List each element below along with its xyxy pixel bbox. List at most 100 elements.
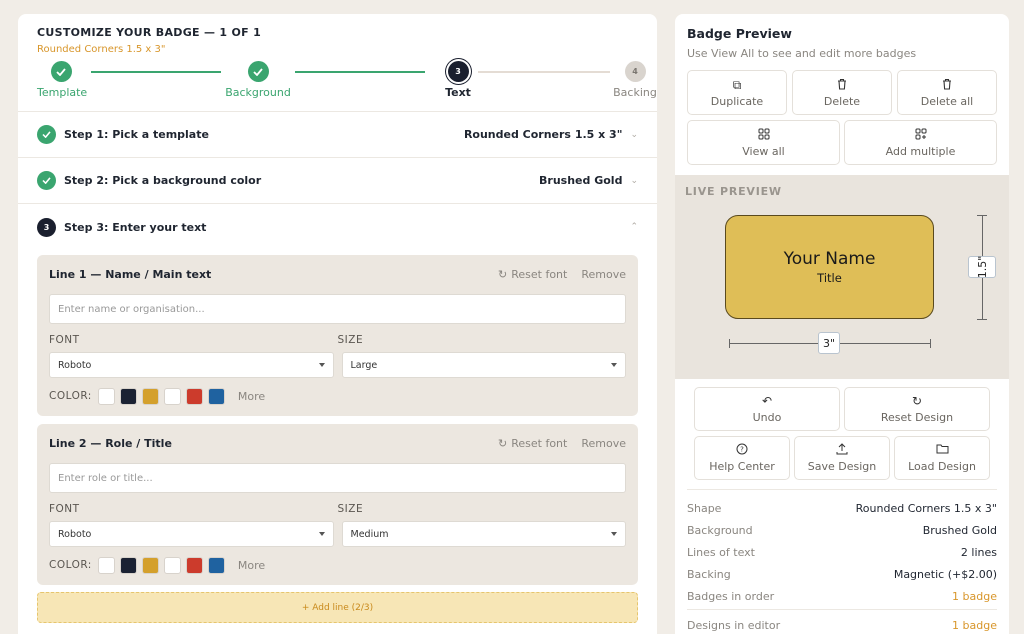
stepper-connector xyxy=(91,71,221,73)
badge-preview[interactable]: Your Name Title xyxy=(725,215,934,319)
dimension-tick xyxy=(977,215,987,216)
font-select[interactable]: Roboto xyxy=(49,352,334,378)
customize-panel: CUSTOMIZE YOUR BADGE — 1 OF 1 Rounded Co… xyxy=(18,14,657,634)
dropdown-caret-icon xyxy=(318,532,325,536)
color-swatch[interactable] xyxy=(119,556,137,574)
order-summary: Shape Rounded Corners 1.5 x 3" Background… xyxy=(675,489,1009,634)
font-select[interactable]: Roboto xyxy=(49,521,334,547)
add-multiple-button[interactable]: Add multiple xyxy=(844,120,997,165)
step-1-label: Step 1: Pick a template xyxy=(64,128,209,141)
stepper-step-template[interactable]: Template xyxy=(37,61,87,99)
more-colors-link[interactable]: More xyxy=(237,389,266,403)
remove-line-button[interactable]: Remove xyxy=(581,436,626,450)
summary-divider xyxy=(687,489,997,490)
dimension-tick xyxy=(977,319,987,320)
stepper-step-text[interactable]: 3 Text xyxy=(441,61,475,99)
font-label: FONT xyxy=(49,503,80,515)
text-line-card-1: Line 1 — Name / Main text ↻ Reset font Re… xyxy=(37,255,638,416)
line-1-text-input[interactable]: Enter name or organisation... xyxy=(49,294,626,324)
folder-icon xyxy=(936,443,949,457)
summary-row: Background Brushed Gold xyxy=(675,519,1009,541)
badge-preview-panel: Badge Preview Use View All to see and ed… xyxy=(675,14,1009,634)
page-title: CUSTOMIZE YOUR BADGE — 1 OF 1 xyxy=(37,26,262,39)
live-preview-area: LIVE PREVIEW Your Name Title 1.5" 3" xyxy=(675,175,1009,379)
template-subtitle: Rounded Corners 1.5 x 3" xyxy=(37,44,166,55)
customize-header: CUSTOMIZE YOUR BADGE — 1 OF 1 Rounded Co… xyxy=(18,14,657,112)
reset-font-button[interactable]: ↻ Reset font xyxy=(498,268,567,281)
height-dimension-label: 1.5" xyxy=(968,256,996,278)
help-center-button[interactable]: ? Help Center xyxy=(694,436,790,480)
summary-key: Shape xyxy=(687,501,722,515)
line-2-text-input[interactable]: Enter role or title... xyxy=(49,463,626,493)
stepper-number: 4 xyxy=(624,61,646,82)
load-design-button[interactable]: Load Design xyxy=(894,436,990,480)
delete-all-label: Delete all xyxy=(920,94,974,108)
color-swatch[interactable] xyxy=(163,556,181,574)
save-design-button[interactable]: Save Design xyxy=(794,436,890,480)
delete-all-button[interactable]: Delete all xyxy=(897,70,997,115)
step-3-label: Step 3: Enter your text xyxy=(64,220,207,234)
trash-icon xyxy=(942,78,952,92)
step-2-label: Step 2: Pick a background color xyxy=(64,174,262,187)
reset-font-label: Reset font xyxy=(511,436,568,450)
dimension-tick xyxy=(930,339,931,348)
step-2-value: Brushed Gold xyxy=(539,174,623,187)
color-swatch[interactable] xyxy=(163,387,181,405)
summary-row: Lines of text 2 lines xyxy=(675,541,1009,563)
size-select[interactable]: Medium xyxy=(341,521,626,547)
font-label: FONT xyxy=(49,334,80,346)
summary-value: 2 lines xyxy=(960,545,997,559)
dimension-tick xyxy=(729,339,730,348)
undo-button[interactable]: ↶ Undo xyxy=(694,387,840,431)
delete-button[interactable]: Delete xyxy=(792,70,892,115)
color-swatch[interactable] xyxy=(97,556,115,574)
color-swatch[interactable] xyxy=(141,556,159,574)
summary-row: Designs in editor 1 badge xyxy=(675,614,1009,634)
color-swatch[interactable] xyxy=(207,556,225,574)
summary-value: Brushed Gold xyxy=(922,523,997,537)
summary-value: Magnetic (+$2.00) xyxy=(893,567,997,581)
summary-divider xyxy=(687,609,997,610)
stepper-label: Text xyxy=(445,86,471,99)
accordion-step-1[interactable]: Step 1: Pick a template Rounded Corners … xyxy=(18,112,657,158)
undo-label: Undo xyxy=(752,411,782,424)
check-icon xyxy=(247,61,269,82)
summary-value: 1 badge xyxy=(952,589,997,603)
refresh-icon: ↻ xyxy=(498,267,508,281)
dropdown-caret-icon xyxy=(318,363,325,367)
stepper-label: Background xyxy=(225,86,291,99)
add-line-button[interactable]: + Add line (2/3) xyxy=(37,592,638,623)
refresh-icon: ↻ xyxy=(498,436,508,450)
summary-row: Badges in order 1 badge xyxy=(675,585,1009,607)
copy-icon: ⧉ xyxy=(732,77,742,92)
color-swatch[interactable] xyxy=(185,387,203,405)
reset-design-button[interactable]: ↻ Reset Design xyxy=(844,387,990,431)
check-icon xyxy=(37,125,56,144)
color-swatch[interactable] xyxy=(97,387,115,405)
color-swatch[interactable] xyxy=(119,387,137,405)
dropdown-caret-icon xyxy=(611,532,617,536)
color-swatch[interactable] xyxy=(141,387,159,405)
remove-line-button[interactable]: Remove xyxy=(581,267,626,281)
summary-row: Shape Rounded Corners 1.5 x 3" xyxy=(675,497,1009,519)
view-all-button[interactable]: View all xyxy=(687,120,840,165)
preview-subtitle: Use View All to see and edit more badges xyxy=(687,47,917,60)
more-colors-link[interactable]: More xyxy=(237,558,266,572)
chevron-down-icon: ⌄ xyxy=(630,129,638,140)
size-label: SIZE xyxy=(337,334,364,346)
check-icon xyxy=(50,61,72,82)
refresh-icon: ↻ xyxy=(911,394,923,408)
text-line-card-2: Line 2 — Role / Title ↻ Reset font Remove… xyxy=(37,424,638,585)
stepper-step-background[interactable]: Background xyxy=(225,61,291,99)
accordion-step-3[interactable]: 3 Step 3: Enter your text ⌃ xyxy=(18,204,657,250)
dropdown-caret-icon xyxy=(611,363,617,367)
reset-font-button[interactable]: ↻ Reset font xyxy=(498,437,567,450)
color-swatch[interactable] xyxy=(185,556,203,574)
duplicate-button[interactable]: ⧉ Duplicate xyxy=(687,70,787,115)
accordion-step-2[interactable]: Step 2: Pick a background color Brushed … xyxy=(18,158,657,204)
stepper-step-backing[interactable]: 4 Backing xyxy=(613,61,657,99)
size-select[interactable]: Large xyxy=(341,352,626,378)
preview-title: Badge Preview xyxy=(687,26,792,41)
size-value: Medium xyxy=(350,528,389,540)
color-swatch[interactable] xyxy=(207,387,225,405)
